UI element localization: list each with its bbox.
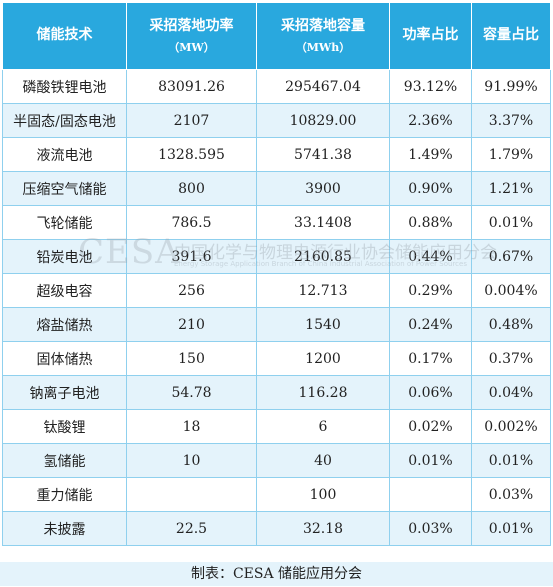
table-body: 磷酸铁锂电池 83091.26 295467.04 93.12% 91.99% 半固态/固… xyxy=(2,69,551,546)
table-row: 铅炭电池 391.6 2160.85 0.44% 0.67% xyxy=(2,239,551,274)
cell-technology: 氢储能 xyxy=(2,443,127,478)
table-container: 储能技术 采招落地功率 （MW） 采招落地容量 （MWh） 功率占比 容量占比 磷酸… xyxy=(2,2,551,546)
cell-capacity: 33.1408 xyxy=(256,205,390,240)
table-row: 液流电池 1328.595 5741.38 1.49% 1.79% xyxy=(2,137,551,172)
cell-capacity: 1540 xyxy=(256,307,390,342)
cell-power-share: 0.88% xyxy=(389,205,472,240)
cell-capacity: 2160.85 xyxy=(256,239,390,274)
cell-power: 256 xyxy=(126,273,257,308)
table-footer-note: 制表：CESA 储能应用分会 xyxy=(0,562,553,586)
cell-technology: 飞轮储能 xyxy=(2,205,127,240)
header-power-share: 功率占比 xyxy=(389,2,472,70)
header-technology: 储能技术 xyxy=(2,2,127,70)
cell-technology: 熔盐储热 xyxy=(2,307,127,342)
cell-power: 10 xyxy=(126,443,257,478)
cell-capacity-share: 0.01% xyxy=(471,205,551,240)
cell-power-share: 0.06% xyxy=(389,375,472,410)
header-capacity-share: 容量占比 xyxy=(471,2,551,70)
cell-power: 391.6 xyxy=(126,239,257,274)
cell-capacity: 32.18 xyxy=(256,511,390,546)
table-row: 半固态/固态电池 2107 10829.00 2.36% 3.37% xyxy=(2,103,551,138)
cell-capacity-share: 1.79% xyxy=(471,137,551,172)
cell-technology: 压缩空气储能 xyxy=(2,171,127,206)
cell-technology: 磷酸铁锂电池 xyxy=(2,69,127,104)
header-capacity: 采招落地容量 （MWh） xyxy=(256,2,390,70)
cell-technology: 固体储热 xyxy=(2,341,127,376)
cell-power: 22.5 xyxy=(126,511,257,546)
table-row: 压缩空气储能 800 3900 0.90% 1.21% xyxy=(2,171,551,206)
cell-power-share: 0.02% xyxy=(389,409,472,444)
table-row: 超级电容 256 12.713 0.29% 0.004% xyxy=(2,273,551,308)
cell-power: 2107 xyxy=(126,103,257,138)
table-row: 重力储能 100 0.03% xyxy=(2,477,551,512)
cell-technology: 重力储能 xyxy=(2,477,127,512)
table-row: 熔盐储热 210 1540 0.24% 0.48% xyxy=(2,307,551,342)
cell-power-share: 1.49% xyxy=(389,137,472,172)
cell-technology: 铅炭电池 xyxy=(2,239,127,274)
cell-power-share: 93.12% xyxy=(389,69,472,104)
cell-capacity: 100 xyxy=(256,477,390,512)
cell-capacity: 12.713 xyxy=(256,273,390,308)
cell-power: 18 xyxy=(126,409,257,444)
cell-technology: 钛酸锂 xyxy=(2,409,127,444)
cell-capacity-share: 0.002% xyxy=(471,409,551,444)
cell-power: 54.78 xyxy=(126,375,257,410)
cell-capacity: 40 xyxy=(256,443,390,478)
header-row: 储能技术 采招落地功率 （MW） 采招落地容量 （MWh） 功率占比 容量占比 xyxy=(2,2,551,70)
cell-power-share: 0.44% xyxy=(389,239,472,274)
cell-capacity-share: 0.04% xyxy=(471,375,551,410)
cell-capacity: 5741.38 xyxy=(256,137,390,172)
cell-technology: 未披露 xyxy=(2,511,127,546)
cell-technology: 超级电容 xyxy=(2,273,127,308)
header-capacity-unit: （MWh） xyxy=(295,40,351,54)
cell-power xyxy=(126,477,257,512)
cell-capacity-share: 3.37% xyxy=(471,103,551,138)
cell-power-share: 0.17% xyxy=(389,341,472,376)
cell-power: 1328.595 xyxy=(126,137,257,172)
cell-technology: 钠离子电池 xyxy=(2,375,127,410)
cell-capacity-share: 0.01% xyxy=(471,443,551,478)
cell-power-share xyxy=(389,477,472,512)
cell-technology: 液流电池 xyxy=(2,137,127,172)
energy-storage-table: 储能技术 采招落地功率 （MW） 采招落地容量 （MWh） 功率占比 容量占比 磷酸… xyxy=(2,2,551,546)
cell-power-share: 0.03% xyxy=(389,511,472,546)
cell-capacity-share: 0.37% xyxy=(471,341,551,376)
cell-capacity: 10829.00 xyxy=(256,103,390,138)
cell-power-share: 0.01% xyxy=(389,443,472,478)
cell-capacity-share: 0.03% xyxy=(471,477,551,512)
cell-power-share: 2.36% xyxy=(389,103,472,138)
cell-power: 150 xyxy=(126,341,257,376)
cell-capacity-share: 0.48% xyxy=(471,307,551,342)
cell-capacity-share: 0.004% xyxy=(471,273,551,308)
cell-capacity-share: 91.99% xyxy=(471,69,551,104)
cell-power-share: 0.90% xyxy=(389,171,472,206)
cell-power-share: 0.29% xyxy=(389,273,472,308)
cell-power: 83091.26 xyxy=(126,69,257,104)
table-row: 钠离子电池 54.78 116.28 0.06% 0.04% xyxy=(2,375,551,410)
cell-power: 210 xyxy=(126,307,257,342)
cell-power: 800 xyxy=(126,171,257,206)
cell-capacity: 116.28 xyxy=(256,375,390,410)
cell-capacity-share: 0.01% xyxy=(471,511,551,546)
header-power: 采招落地功率 （MW） xyxy=(126,2,257,70)
table-row: 飞轮储能 786.5 33.1408 0.88% 0.01% xyxy=(2,205,551,240)
cell-capacity-share: 1.21% xyxy=(471,171,551,206)
cell-technology: 半固态/固态电池 xyxy=(2,103,127,138)
table-row: 磷酸铁锂电池 83091.26 295467.04 93.12% 91.99% xyxy=(2,69,551,104)
cell-capacity-share: 0.67% xyxy=(471,239,551,274)
cell-capacity: 295467.04 xyxy=(256,69,390,104)
cell-power: 786.5 xyxy=(126,205,257,240)
table-row: 固体储热 150 1200 0.17% 0.37% xyxy=(2,341,551,376)
table-row: 钛酸锂 18 6 0.02% 0.002% xyxy=(2,409,551,444)
cell-power-share: 0.24% xyxy=(389,307,472,342)
table-row: 未披露 22.5 32.18 0.03% 0.01% xyxy=(2,511,551,546)
cell-capacity: 3900 xyxy=(256,171,390,206)
header-power-unit: （MW） xyxy=(168,40,215,54)
table-row: 氢储能 10 40 0.01% 0.01% xyxy=(2,443,551,478)
cell-capacity: 6 xyxy=(256,409,390,444)
cell-capacity: 1200 xyxy=(256,341,390,376)
